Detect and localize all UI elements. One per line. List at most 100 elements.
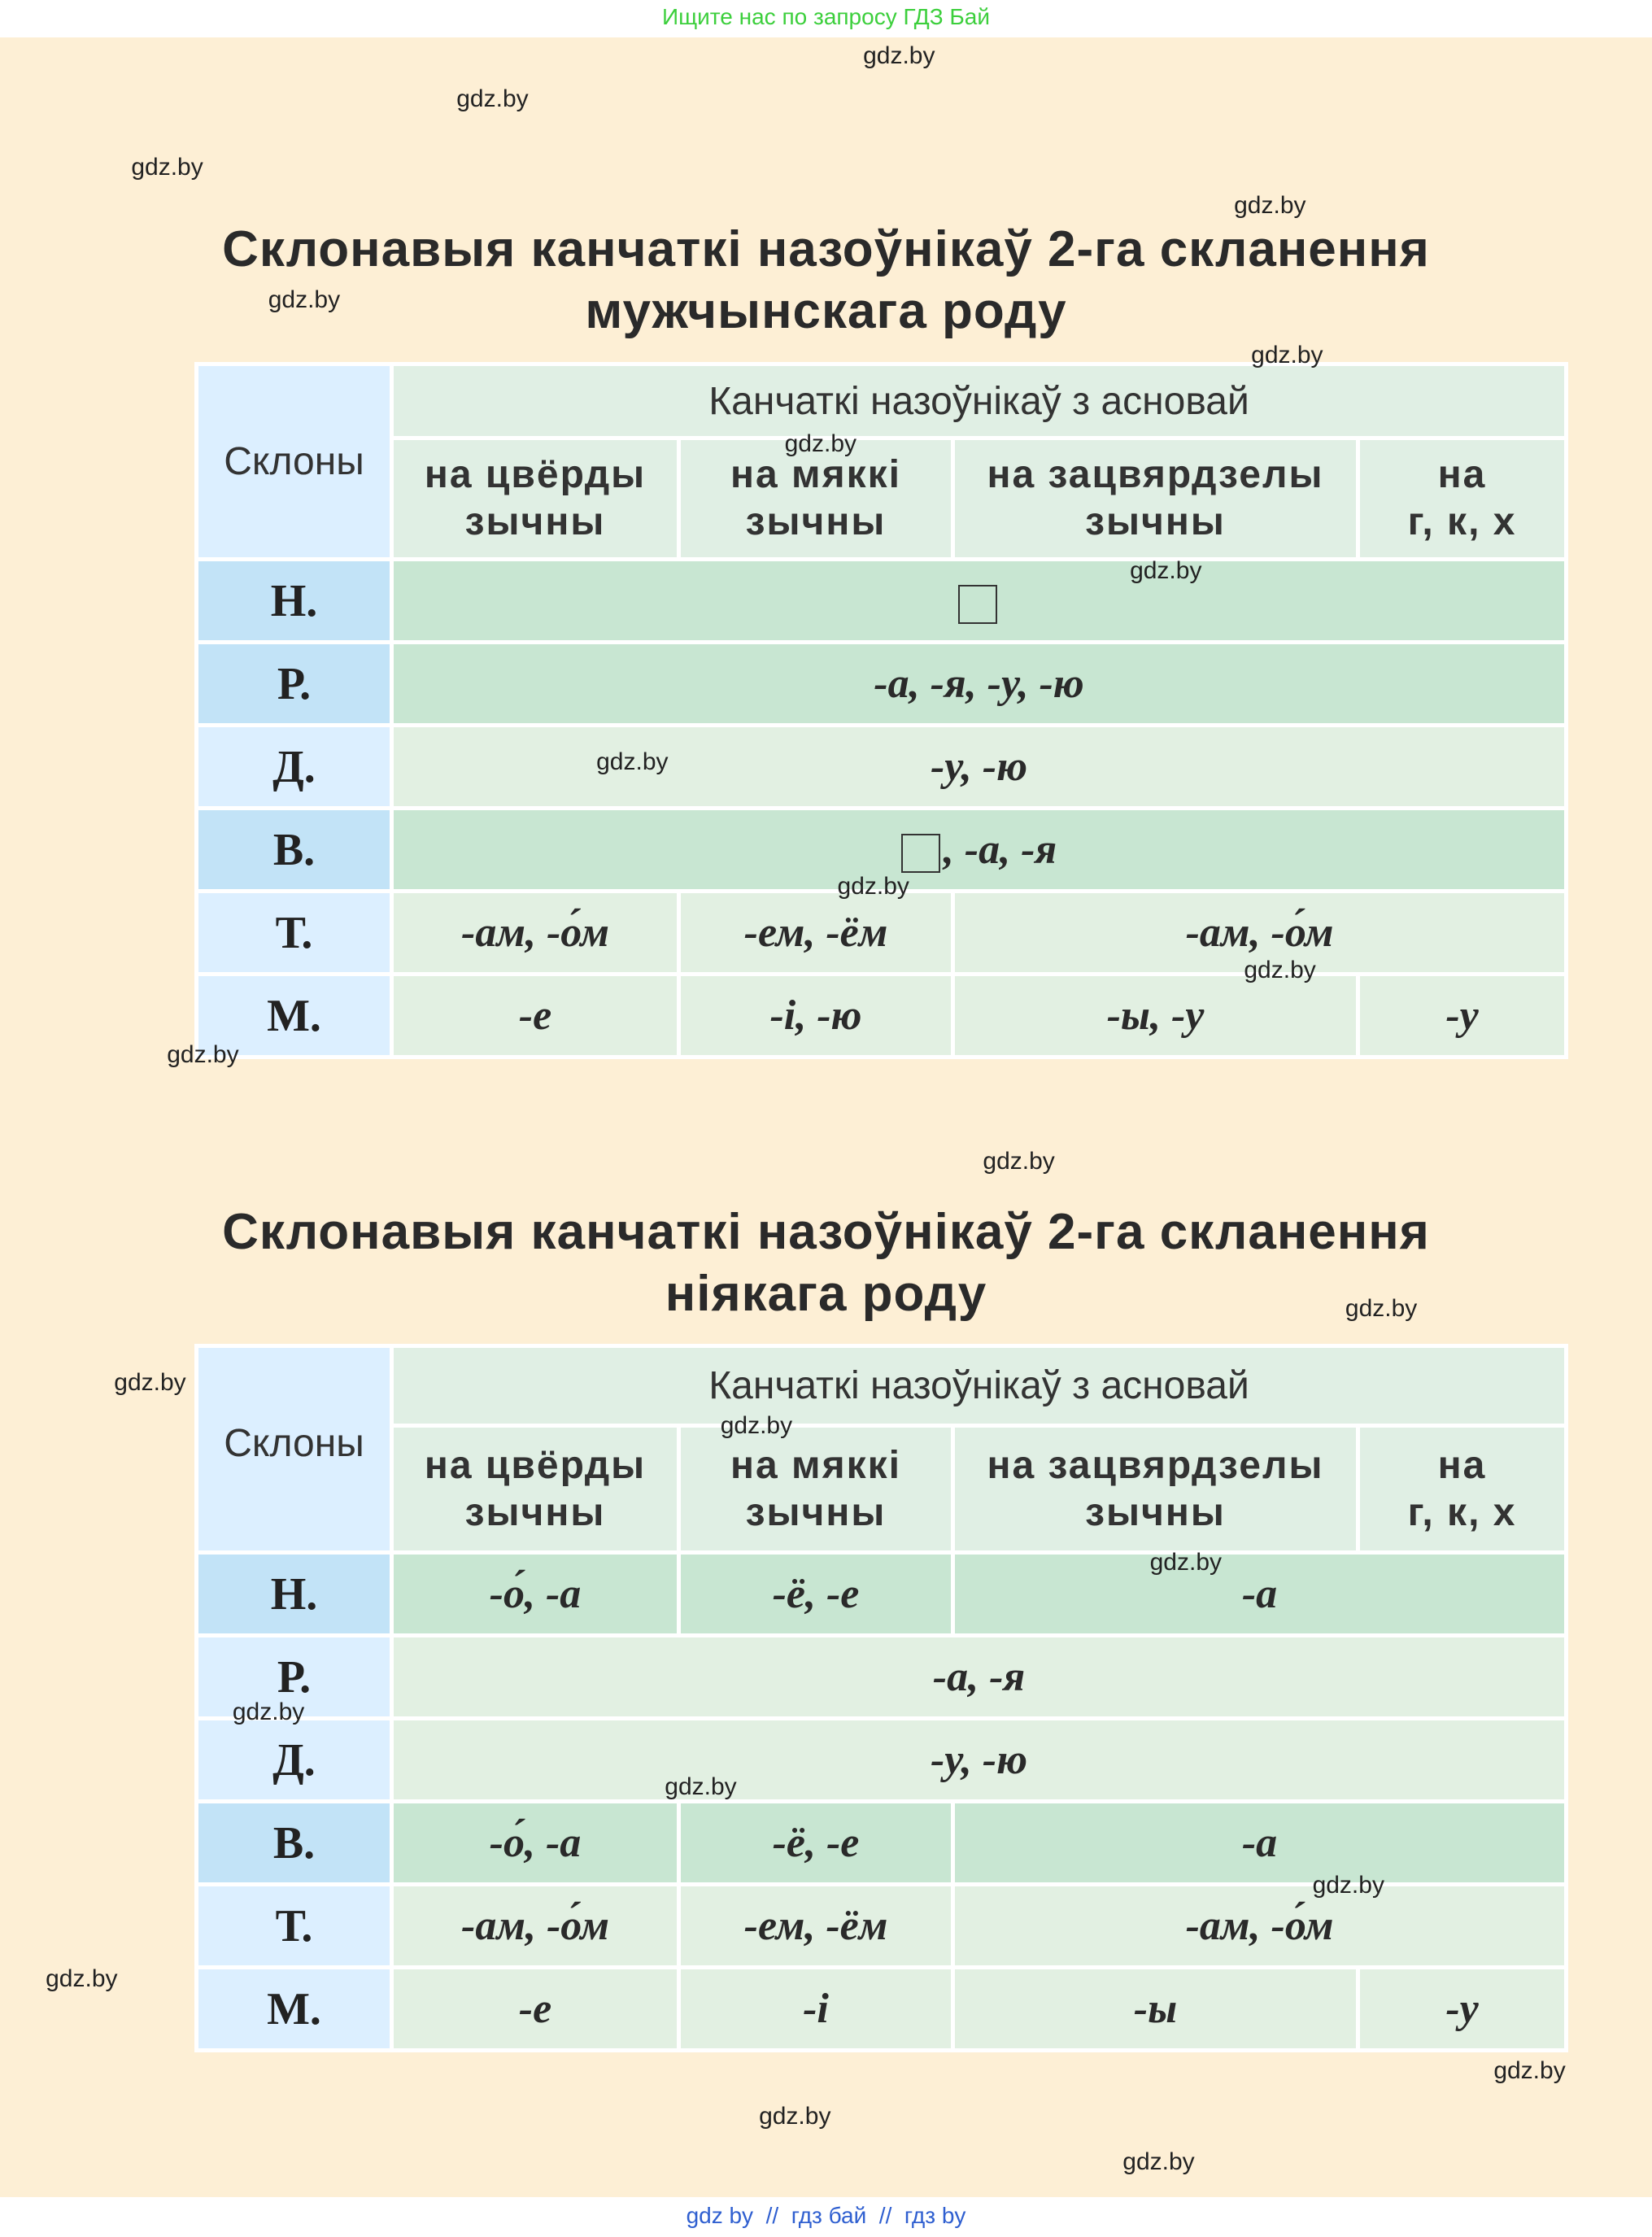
watermark: gdz.by bbox=[863, 42, 935, 70]
ending-text: , -а, -я bbox=[943, 826, 1057, 873]
header-row: на цвёрды зычны на мяккі зычны на зацвярдз… bbox=[197, 436, 1569, 561]
ending-text: -у bbox=[1445, 992, 1479, 1039]
ending-cell: -ё, -е bbox=[677, 1550, 955, 1637]
ending-text: -ё, -е bbox=[772, 1820, 860, 1866]
column-header: на мяккі зычны bbox=[677, 1424, 955, 1555]
column-header: на г, к, х bbox=[1355, 436, 1569, 561]
ending-cell bbox=[389, 557, 1569, 644]
ending-text: -о́, -а bbox=[489, 1820, 582, 1866]
ending-text: -у, -ю bbox=[930, 743, 1028, 790]
ending-text: -ам, -о́м bbox=[1185, 909, 1334, 956]
watermark: gdz.by bbox=[1312, 1871, 1384, 1899]
header-row: Склоны Канчаткі назоўнікаў з асновай bbox=[194, 1344, 1569, 1555]
column-header: на г, к, х bbox=[1355, 1424, 1569, 1555]
case-label: Т. bbox=[194, 889, 394, 976]
case-row: Н. bbox=[194, 557, 1569, 644]
case-label: В. bbox=[194, 1799, 394, 1886]
watermark: gdz.by bbox=[1130, 557, 1202, 585]
case-label: Д. bbox=[194, 1716, 394, 1803]
watermark: gdz.by bbox=[1251, 342, 1323, 369]
watermark: gdz.by bbox=[1234, 192, 1306, 220]
ending-text: -а, -я bbox=[932, 1654, 1026, 1700]
ending-text: -ем, -ём bbox=[743, 909, 888, 956]
watermark: gdz.by bbox=[1493, 2056, 1566, 2084]
case-label: Н. bbox=[194, 557, 394, 644]
watermark: gdz.by bbox=[1149, 1549, 1223, 1576]
corner-header: Склоны bbox=[194, 362, 394, 561]
ending-text: -ам, -о́м bbox=[1185, 1903, 1334, 1949]
table-title: Склонавыя канчаткі назоўнікаў 2-га склан… bbox=[222, 1204, 1430, 1322]
ending-text: -а bbox=[1241, 1571, 1278, 1617]
ending-text: -ам, -о́м bbox=[461, 909, 609, 956]
ending-cell: -і bbox=[677, 1965, 955, 2052]
ending-text: -е bbox=[518, 1986, 552, 2032]
case-row: В. , -а, -я bbox=[194, 806, 1569, 893]
watermark: gdz.by bbox=[759, 2102, 831, 2130]
bottom-banner: gdz by // гдз бай // гдз by bbox=[686, 2203, 966, 2228]
watermark: gdz.by bbox=[46, 1965, 118, 1993]
case-label: Р. bbox=[194, 640, 394, 727]
column-header: на мяккі зычны bbox=[677, 436, 955, 561]
ending-cell: -ам, -о́м bbox=[950, 1882, 1569, 1969]
header-row: Склоны Канчаткі назоўнікаў з асновай bbox=[194, 362, 1569, 561]
column-header: на зацвярдзелы зычны bbox=[951, 1424, 1360, 1555]
case-row: Н. -о́, -а -ё, -е -а bbox=[194, 1550, 1569, 1637]
ending-cell: -ем, -ём bbox=[677, 1882, 955, 1969]
watermark: gdz.by bbox=[784, 430, 857, 458]
empty-box bbox=[957, 585, 997, 625]
case-row: Р. -а, -я bbox=[194, 1633, 1569, 1720]
watermark: gdz.by bbox=[837, 872, 909, 900]
ending-cell: -у bbox=[1355, 1965, 1569, 2052]
case-label: М. bbox=[194, 972, 394, 1059]
ending-text: -а bbox=[1241, 1820, 1278, 1866]
endings-table: Склоны Канчаткі назоўнікаў з асновай на цв… bbox=[194, 1344, 1569, 2052]
table-title: Склонавыя канчаткі назоўнікаў 2-га склан… bbox=[222, 221, 1430, 339]
case-row: В. -о́, -а -ё, -е -а bbox=[194, 1799, 1569, 1886]
case-row: Т. -ам, -о́м -ем, -ём -ам, -о́м bbox=[194, 889, 1569, 976]
ending-cell: -о́, -а bbox=[390, 1550, 681, 1637]
case-label: М. bbox=[194, 1965, 394, 2052]
endings-table: Склоны Канчаткі назоўнікаў з асновай на цв… bbox=[194, 362, 1569, 1059]
case-label: Р. bbox=[194, 1633, 394, 1720]
watermark: gdz.by bbox=[596, 748, 669, 776]
ending-text: -і bbox=[803, 1986, 829, 2032]
group-header: Канчаткі назоўнікаў з асновай bbox=[389, 1344, 1569, 1428]
ending-cell: -о́, -а bbox=[390, 1799, 681, 1886]
case-row: Д. -у, -ю bbox=[194, 723, 1569, 810]
ending-cell: -ем, -ём bbox=[677, 889, 955, 976]
watermark: gdz.by bbox=[983, 1148, 1055, 1175]
case-label: Т. bbox=[194, 1882, 394, 1969]
watermark: gdz.by bbox=[167, 1040, 239, 1068]
ending-cell: -ы, -у bbox=[951, 972, 1360, 1059]
ending-cell: -а bbox=[950, 1799, 1569, 1886]
watermark: gdz.by bbox=[131, 153, 203, 181]
ending-text: -у bbox=[1445, 1986, 1479, 2032]
ending-cell: -і, -ю bbox=[677, 972, 955, 1059]
watermark: gdz.by bbox=[1122, 2148, 1195, 2175]
case-row: М. -е -і -ы -у bbox=[194, 1965, 1569, 2052]
ending-text: -ам, -о́м bbox=[461, 1903, 609, 1949]
ending-cell: -ё, -е bbox=[677, 1799, 955, 1886]
watermark: gdz.by bbox=[268, 286, 341, 314]
ending-cell: -ам, -о́м bbox=[950, 889, 1569, 976]
watermark: gdz.by bbox=[1345, 1295, 1418, 1323]
ending-cell: -а, -я bbox=[389, 1633, 1569, 1720]
ending-cell: -е bbox=[390, 1965, 681, 2052]
case-row: М. -е -і, -ю -ы, -у -у bbox=[194, 972, 1569, 1059]
watermark: gdz.by bbox=[1244, 957, 1316, 984]
ending-text: -ем, -ём bbox=[743, 1903, 888, 1949]
watermark: gdz.by bbox=[232, 1698, 305, 1726]
ending-text: -ё, -е bbox=[772, 1571, 860, 1617]
watermark: gdz.by bbox=[665, 1773, 737, 1800]
corner-header: Склоны bbox=[194, 1344, 394, 1555]
case-row: Т. -ам, -о́м -ем, -ём -ам, -о́м bbox=[194, 1882, 1569, 1969]
header-row: на цвёрды зычны на мяккі зычны на зацвярдз… bbox=[197, 1424, 1569, 1555]
case-label: Н. bbox=[194, 1550, 394, 1637]
ending-cell: -ам, -о́м bbox=[390, 889, 681, 976]
ending-cell: -ам, -о́м bbox=[390, 1882, 681, 1969]
column-header: на цвёрды зычны bbox=[390, 1424, 681, 1555]
ending-cell: -у bbox=[1355, 972, 1569, 1059]
empty-box bbox=[900, 834, 940, 874]
watermark: gdz.by bbox=[456, 85, 529, 112]
